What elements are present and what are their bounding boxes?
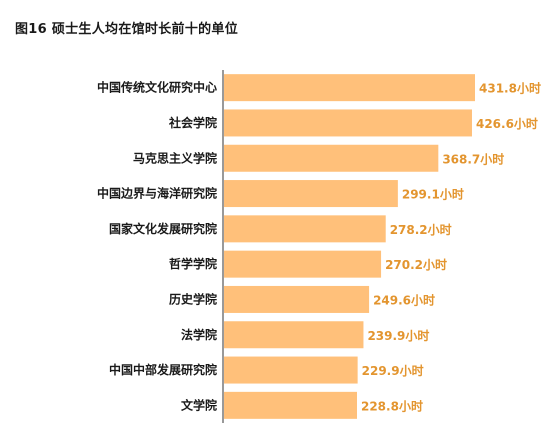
bar xyxy=(224,356,358,384)
value-label: 299.1小时 xyxy=(402,187,464,202)
category-label: 社会学院 xyxy=(168,115,217,130)
value-label: 270.2小时 xyxy=(385,257,447,272)
category-label: 马克思主义学院 xyxy=(133,150,217,165)
value-label: 426.6小时 xyxy=(476,116,538,131)
value-label: 228.8小时 xyxy=(361,398,423,413)
bar xyxy=(224,144,439,172)
value-label: 278.2小时 xyxy=(390,222,452,237)
category-label: 文学院 xyxy=(181,397,217,412)
category-label: 法学院 xyxy=(181,327,217,342)
category-label: 中国传统文化研究中心 xyxy=(97,80,217,95)
bar xyxy=(224,391,357,419)
category-label: 中国边界与海洋研究院 xyxy=(97,186,217,201)
category-label: 国家文化发展研究院 xyxy=(109,221,217,236)
value-label: 229.9小时 xyxy=(362,363,424,378)
bar xyxy=(224,321,364,349)
chart-title: 图16 硕士生人均在馆时长前十的单位 xyxy=(15,22,239,37)
value-label: 368.7小时 xyxy=(442,151,504,166)
bar xyxy=(224,250,382,278)
value-label: 239.9小时 xyxy=(367,328,429,343)
bar xyxy=(224,109,472,137)
bar xyxy=(224,180,398,208)
value-label: 249.6小时 xyxy=(373,292,435,307)
category-label: 中国中部发展研究院 xyxy=(109,362,217,377)
category-label: 哲学学院 xyxy=(169,256,217,271)
bar xyxy=(224,215,386,243)
category-label: 历史学院 xyxy=(169,291,217,306)
value-label: 431.8小时 xyxy=(479,81,541,96)
bar xyxy=(224,74,475,102)
bar xyxy=(224,285,370,313)
